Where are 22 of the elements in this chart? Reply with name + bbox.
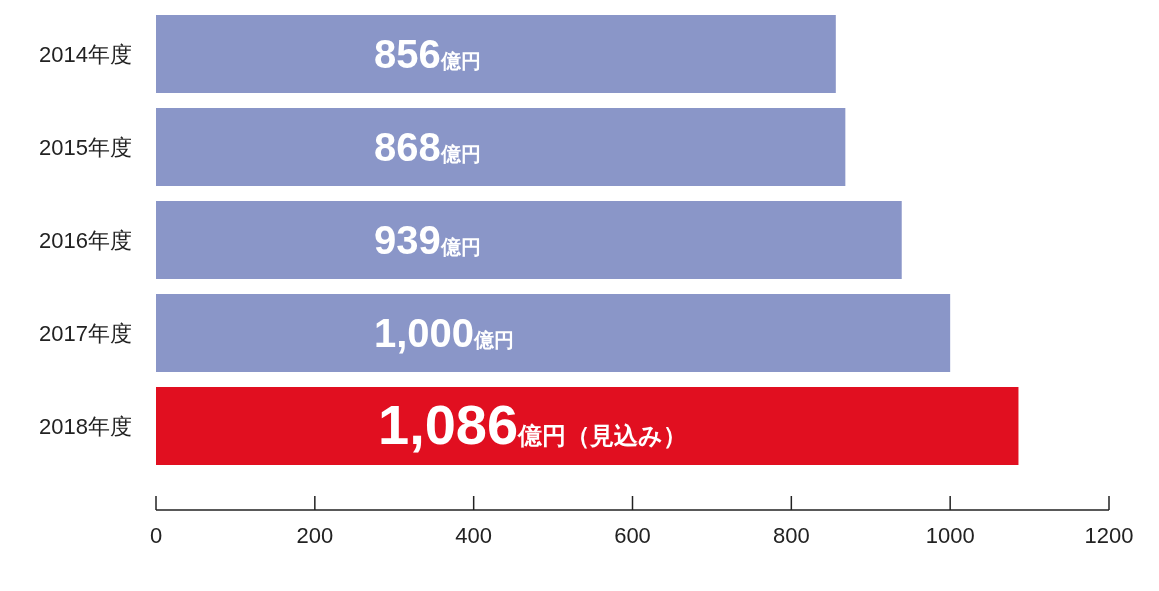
- data-label: 1,086億円（見込み）: [378, 393, 688, 456]
- y-tick-label: 2018年度: [39, 414, 132, 439]
- bar: [156, 201, 902, 279]
- data-label: 1,000億円: [374, 311, 515, 355]
- x-tick-label: 1200: [1084, 523, 1134, 548]
- data-label: 868億円: [374, 125, 481, 169]
- x-tick-label: 600: [614, 523, 651, 548]
- x-tick-label: 200: [296, 523, 334, 548]
- y-tick-label: 2015年度: [39, 135, 132, 160]
- data-label: 939億円: [374, 218, 481, 262]
- y-tick-label: 2014年度: [39, 42, 132, 67]
- bar: [156, 15, 836, 93]
- data-label: 856億円: [374, 32, 481, 76]
- bar: [156, 108, 846, 186]
- bar: [156, 294, 951, 372]
- y-tick-label: 2017年度: [39, 321, 132, 346]
- y-tick-label: 2016年度: [39, 228, 132, 253]
- bar: [156, 387, 1019, 465]
- x-tick-label: 400: [455, 523, 493, 548]
- x-tick-label: 800: [772, 523, 810, 548]
- x-tick-label: 1000: [925, 523, 975, 548]
- x-tick-label: 0: [149, 523, 163, 548]
